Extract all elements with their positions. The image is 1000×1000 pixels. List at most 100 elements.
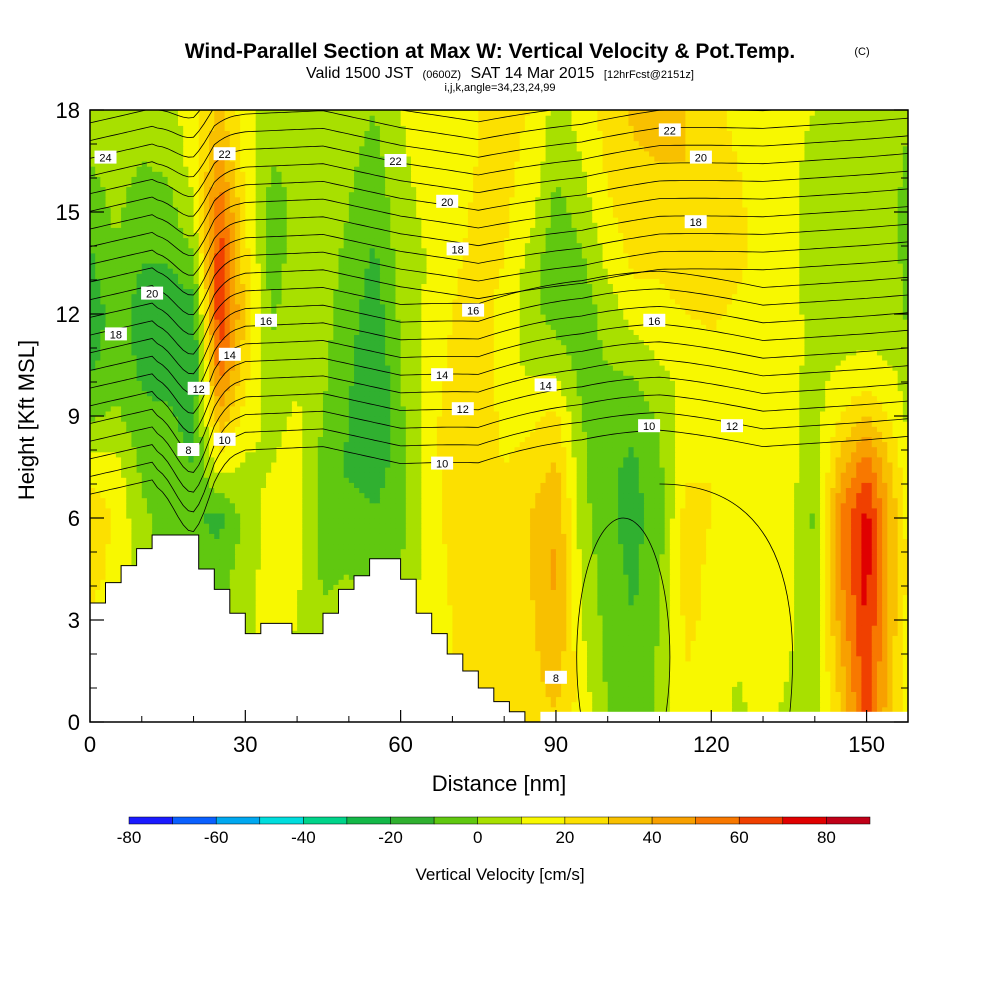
field-cell	[659, 660, 666, 667]
field-cell	[819, 686, 826, 692]
field-cell	[519, 696, 526, 703]
field-cell	[633, 701, 640, 708]
field-cell	[649, 665, 655, 672]
field-cell	[825, 599, 831, 606]
field-cell	[198, 563, 205, 570]
field-cell	[638, 584, 645, 590]
field-cell	[902, 584, 908, 590]
field-cell	[307, 574, 314, 580]
field-cell	[721, 630, 728, 636]
field-cell	[861, 650, 868, 657]
field-cell	[654, 686, 661, 692]
field-cell	[504, 691, 510, 698]
field-cell	[654, 620, 661, 626]
field-cell	[566, 686, 573, 692]
field-cell	[229, 569, 236, 575]
field-cell	[240, 599, 246, 606]
field-cell	[742, 579, 749, 585]
field-cell	[499, 579, 505, 585]
field-cell	[555, 609, 562, 616]
field-cell	[592, 563, 598, 570]
field-cell	[581, 574, 588, 580]
field-cell	[571, 665, 578, 672]
field-cell	[519, 635, 526, 641]
field-cell	[628, 574, 635, 580]
field-cell	[737, 691, 743, 698]
field-cell	[509, 630, 516, 636]
field-cell	[695, 599, 702, 606]
field-cell	[240, 594, 246, 601]
field-cell	[571, 701, 578, 708]
field-cell	[250, 609, 257, 616]
field-cell	[545, 563, 552, 570]
field-cell	[726, 635, 733, 641]
field-cell	[245, 620, 252, 626]
field-cell	[524, 655, 531, 662]
field-cell	[581, 569, 588, 575]
field-cell	[535, 574, 542, 580]
field-cell	[814, 671, 821, 677]
field-cell	[509, 604, 516, 611]
field-cell	[478, 594, 485, 601]
field-cell	[752, 655, 759, 662]
field-cell	[716, 660, 723, 667]
field-cell	[219, 579, 226, 585]
field-cell	[462, 599, 469, 606]
field-cell	[763, 665, 769, 672]
field-cell	[245, 579, 252, 585]
field-cell	[871, 589, 878, 596]
field-cell	[447, 609, 454, 616]
field-cell	[638, 604, 645, 611]
field-cell	[509, 665, 516, 672]
field-cell	[597, 655, 604, 662]
field-cell	[612, 681, 619, 687]
field-cell	[566, 584, 573, 590]
field-cell	[685, 681, 692, 687]
field-cell	[550, 686, 557, 692]
field-cell	[587, 686, 593, 692]
field-cell	[566, 609, 573, 616]
field-cell	[680, 584, 686, 590]
field-cell	[483, 594, 490, 601]
field-cell	[312, 599, 319, 606]
field-cell	[442, 599, 448, 606]
field-cell	[659, 665, 666, 672]
field-cell	[297, 620, 303, 626]
field-cell	[747, 604, 754, 611]
field-cell	[830, 599, 837, 606]
field-cell	[571, 635, 578, 641]
field-cell	[509, 681, 516, 687]
field-cell	[763, 584, 769, 590]
field-cell	[524, 594, 531, 601]
field-cell	[659, 706, 666, 713]
field-cell	[700, 599, 707, 606]
field-cell	[499, 614, 505, 621]
field-cell	[747, 706, 754, 713]
field-cell	[612, 604, 619, 611]
field-cell	[628, 635, 635, 641]
field-cell	[535, 655, 542, 662]
field-cell	[731, 574, 738, 580]
field-cell	[514, 676, 521, 682]
field-cell	[768, 645, 774, 652]
field-cell	[452, 614, 459, 621]
field-cell	[291, 594, 298, 601]
field-cell	[302, 563, 309, 570]
field-cell	[581, 640, 588, 647]
field-cell	[871, 569, 878, 575]
field-cell	[742, 640, 749, 647]
field-cell	[861, 584, 868, 590]
field-cell	[229, 604, 236, 611]
field-cell	[700, 635, 707, 641]
field-cell	[856, 650, 863, 657]
field-cell	[778, 706, 785, 713]
field-cell	[742, 645, 749, 652]
field-cell	[731, 579, 738, 585]
field-cell	[819, 620, 826, 626]
field-cell	[861, 563, 868, 570]
field-cell	[716, 640, 723, 647]
field-cell	[830, 681, 837, 687]
field-cell	[571, 594, 578, 601]
field-cell	[576, 645, 583, 652]
field-cell	[110, 558, 117, 565]
